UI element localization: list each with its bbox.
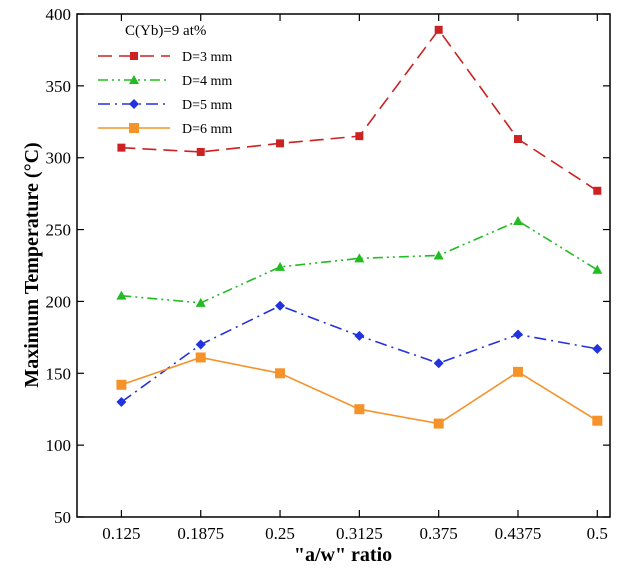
- x-axis: 0.125 0.1875 0.25 0.3125 0.375 0.4375 0.5: [102, 14, 608, 543]
- data-point: [434, 25, 443, 34]
- data-point: [275, 300, 286, 311]
- legend-marker: [130, 52, 138, 60]
- legend-marker: [129, 123, 139, 133]
- data-point: [116, 290, 127, 300]
- data-point: [195, 297, 206, 307]
- data-point: [116, 379, 127, 390]
- data-point: [195, 352, 206, 363]
- y-tick-label: 250: [46, 221, 72, 240]
- legend-label: D=4 mm: [182, 74, 232, 89]
- data-point: [512, 329, 523, 340]
- legend-label: D=6 mm: [182, 122, 232, 137]
- legend: C(Yb)=9 at% D=3 mm D=4 mm D=5 mm D=6 mm: [98, 23, 232, 137]
- y-tick-label: 50: [54, 508, 71, 527]
- data-point: [512, 215, 523, 225]
- data-point: [275, 368, 286, 379]
- data-point: [196, 147, 205, 156]
- data-point: [354, 253, 365, 263]
- y-axis: 50 100 150 200 250 300 350 400: [46, 5, 610, 527]
- data-point: [512, 366, 523, 377]
- x-axis-title: "a/w" ratio: [294, 544, 392, 566]
- data-point: [276, 139, 285, 148]
- data-point: [433, 358, 444, 369]
- y-tick-label: 100: [46, 436, 72, 455]
- x-tick-label: 0.1875: [177, 524, 224, 543]
- x-tick-label: 0.3125: [336, 524, 383, 543]
- x-tick-label: 0.375: [420, 524, 458, 543]
- series-3: [116, 300, 603, 408]
- legend-title: C(Yb)=9 at%: [125, 23, 206, 39]
- y-tick-label: 300: [46, 149, 72, 168]
- data-point: [355, 132, 364, 141]
- legend-marker: [129, 75, 139, 84]
- data-point: [433, 418, 444, 429]
- data-point: [195, 339, 206, 350]
- y-tick-label: 350: [46, 77, 72, 96]
- data-point: [117, 143, 126, 152]
- x-tick-label: 0.4375: [495, 524, 542, 543]
- data-point: [592, 343, 603, 354]
- data-point: [592, 264, 603, 274]
- x-tick-label: 0.5: [587, 524, 608, 543]
- data-point: [116, 397, 127, 408]
- data-point: [513, 135, 522, 144]
- legend-label: D=5 mm: [182, 98, 232, 113]
- series-layer: [116, 25, 603, 429]
- data-point: [354, 404, 365, 415]
- series-2: [116, 215, 603, 307]
- y-tick-label: 150: [46, 364, 72, 383]
- legend-label: D=3 mm: [182, 50, 232, 65]
- data-point: [592, 415, 603, 426]
- x-tick-label: 0.25: [265, 524, 295, 543]
- data-point: [275, 261, 286, 271]
- series-4: [116, 352, 603, 429]
- y-tick-label: 400: [46, 5, 72, 24]
- y-axis-title: Maximum Temperature (°C): [21, 142, 43, 387]
- x-tick-label: 0.125: [102, 524, 140, 543]
- data-point: [593, 186, 602, 195]
- data-point: [433, 250, 444, 260]
- series-1: [117, 25, 602, 195]
- legend-marker: [129, 99, 139, 109]
- y-tick-label: 200: [46, 292, 72, 311]
- data-point: [354, 330, 365, 341]
- series-line: [120, 304, 598, 403]
- plot-frame: [76, 13, 611, 518]
